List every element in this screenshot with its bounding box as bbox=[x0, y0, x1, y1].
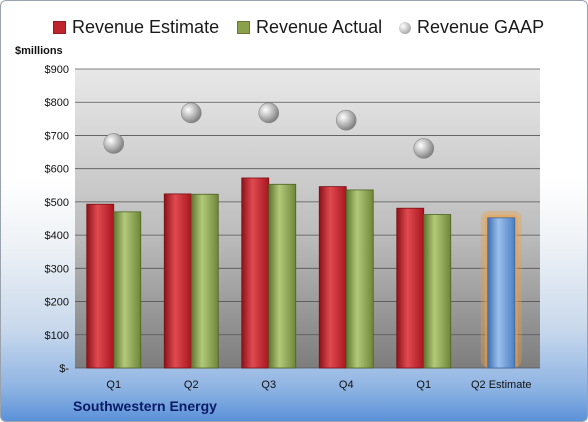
x-tick-label: Q4 bbox=[339, 379, 354, 391]
x-tick-label: Q2 bbox=[184, 379, 199, 391]
bar-estimate bbox=[318, 186, 347, 369]
y-tick-label: $100 bbox=[45, 330, 69, 342]
y-tick-label: $- bbox=[59, 363, 69, 375]
bar-estimate bbox=[396, 207, 425, 369]
x-tick-label: Q1 bbox=[106, 379, 121, 391]
gaap-marker bbox=[180, 102, 202, 124]
y-axis-ticks: $- $100 $200 $300 $400 $500 $600 $700 $800 $900 bbox=[45, 64, 70, 375]
y-tick-label: $700 bbox=[45, 130, 69, 142]
y-tick-label: $300 bbox=[45, 263, 69, 275]
x-tick-label: Q1 bbox=[416, 379, 431, 391]
bar-estimate bbox=[487, 217, 516, 369]
bar-actual bbox=[113, 211, 142, 369]
x-axis-ticks: Q1 Q2 Q3 Q4 Q1 Q2 Estimate bbox=[106, 379, 531, 391]
legend-swatch-actual bbox=[237, 21, 250, 34]
bar-actual bbox=[423, 214, 452, 369]
bar-estimate bbox=[163, 193, 192, 369]
x-tick-label: Q2 Estimate bbox=[471, 379, 532, 391]
gaap-markers bbox=[103, 102, 435, 159]
y-tick-label: $400 bbox=[45, 230, 69, 242]
y-axis-units-label: $millions bbox=[15, 45, 63, 57]
bars bbox=[86, 177, 522, 369]
bar-estimate bbox=[241, 177, 270, 369]
legend: Revenue Estimate Revenue Actual Revenue … bbox=[1, 17, 587, 43]
y-tick-label: $500 bbox=[45, 197, 69, 209]
plot-area bbox=[75, 69, 540, 368]
y-tick-label: $800 bbox=[45, 97, 69, 109]
y-tick-label: $600 bbox=[45, 164, 69, 176]
gaap-marker bbox=[413, 138, 435, 159]
legend-label-gaap: Revenue GAAP bbox=[417, 17, 545, 37]
legend-label-estimate: Revenue Estimate bbox=[72, 17, 220, 37]
company-name: Southwestern Energy bbox=[73, 398, 217, 414]
legend-item-actual: Revenue Actual bbox=[237, 17, 382, 38]
y-tick-label: $900 bbox=[45, 64, 69, 76]
legend-item-gaap: Revenue GAAP bbox=[399, 17, 544, 38]
x-tick-label: Q3 bbox=[261, 379, 276, 391]
legend-label-actual: Revenue Actual bbox=[256, 17, 383, 37]
legend-swatch-estimate bbox=[53, 21, 66, 34]
gaap-marker bbox=[103, 133, 125, 154]
gridlines bbox=[75, 68, 540, 369]
bar-estimate bbox=[86, 203, 115, 369]
legend-dot-gaap bbox=[399, 21, 411, 34]
gaap-marker bbox=[258, 102, 280, 124]
bar-actual bbox=[268, 183, 297, 369]
legend-item-estimate: Revenue Estimate bbox=[53, 17, 219, 38]
gaap-marker bbox=[335, 109, 357, 131]
y-tick-label: $200 bbox=[45, 297, 69, 309]
bar-actual bbox=[345, 189, 374, 369]
bar-actual bbox=[190, 193, 219, 369]
